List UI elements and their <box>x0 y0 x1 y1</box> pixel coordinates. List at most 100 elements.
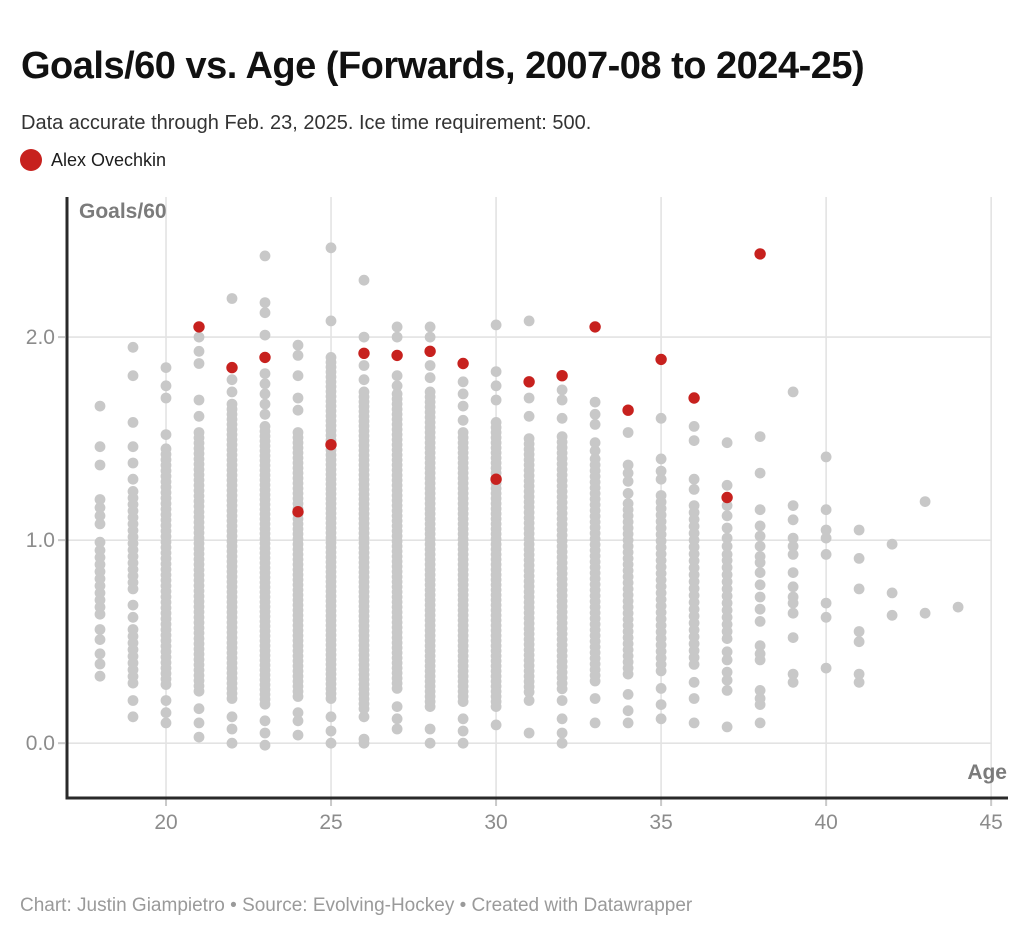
background-point[interactable] <box>853 583 865 595</box>
background-point[interactable] <box>919 496 931 507</box>
background-point[interactable] <box>721 437 733 449</box>
background-point[interactable] <box>259 368 271 379</box>
background-point[interactable] <box>952 601 964 613</box>
background-point[interactable] <box>160 429 172 440</box>
background-point[interactable] <box>193 394 205 406</box>
background-point[interactable] <box>688 484 700 495</box>
background-point[interactable] <box>523 695 535 706</box>
background-point[interactable] <box>655 699 667 710</box>
background-point[interactable] <box>490 319 502 331</box>
background-point[interactable] <box>457 414 469 426</box>
background-point[interactable] <box>391 380 403 392</box>
background-point[interactable] <box>787 567 799 578</box>
background-point[interactable] <box>325 737 337 749</box>
background-point[interactable] <box>820 611 832 623</box>
background-point[interactable] <box>259 297 271 308</box>
background-point[interactable] <box>358 711 370 723</box>
background-point[interactable] <box>127 473 139 485</box>
background-point[interactable] <box>259 388 271 400</box>
background-point[interactable] <box>292 715 304 727</box>
background-point[interactable] <box>127 611 139 623</box>
background-point[interactable] <box>523 686 535 698</box>
background-point[interactable] <box>787 632 799 643</box>
background-point[interactable] <box>127 677 139 689</box>
background-point[interactable] <box>226 374 238 386</box>
background-point[interactable] <box>325 693 337 704</box>
background-point[interactable] <box>94 441 106 453</box>
ovechkin-point[interactable] <box>193 321 205 333</box>
background-point[interactable] <box>127 599 139 611</box>
background-point[interactable] <box>259 250 271 262</box>
ovechkin-point[interactable] <box>622 404 634 416</box>
background-point[interactable] <box>556 394 568 406</box>
background-point[interactable] <box>688 676 700 688</box>
background-point[interactable] <box>754 603 766 615</box>
background-point[interactable] <box>457 725 469 737</box>
background-point[interactable] <box>754 579 766 591</box>
background-point[interactable] <box>853 636 865 648</box>
background-point[interactable] <box>622 459 634 471</box>
background-point[interactable] <box>589 717 601 729</box>
background-point[interactable] <box>556 683 568 695</box>
background-point[interactable] <box>292 707 304 719</box>
background-point[interactable] <box>721 674 733 686</box>
ovechkin-point[interactable] <box>490 473 502 485</box>
background-point[interactable] <box>259 715 271 727</box>
background-point[interactable] <box>688 473 700 485</box>
background-point[interactable] <box>358 360 370 371</box>
background-point[interactable] <box>193 685 205 697</box>
background-point[interactable] <box>721 633 733 644</box>
background-point[interactable] <box>655 473 667 485</box>
background-point[interactable] <box>193 331 205 343</box>
background-point[interactable] <box>754 567 766 578</box>
background-point[interactable] <box>622 668 634 680</box>
background-point[interactable] <box>589 408 601 420</box>
background-point[interactable] <box>424 331 436 343</box>
background-point[interactable] <box>325 711 337 723</box>
background-point[interactable] <box>754 467 766 479</box>
background-point[interactable] <box>688 421 700 432</box>
ovechkin-point[interactable] <box>655 353 667 366</box>
background-point[interactable] <box>160 380 172 392</box>
background-point[interactable] <box>325 725 337 737</box>
background-point[interactable] <box>688 717 700 729</box>
background-point[interactable] <box>820 549 832 560</box>
background-point[interactable] <box>457 696 469 707</box>
background-point[interactable] <box>754 530 766 542</box>
background-point[interactable] <box>424 360 436 371</box>
background-point[interactable] <box>292 404 304 416</box>
background-point[interactable] <box>721 510 733 522</box>
background-point[interactable] <box>721 522 733 534</box>
background-point[interactable] <box>127 441 139 453</box>
background-point[interactable] <box>358 274 370 286</box>
background-point[interactable] <box>160 392 172 404</box>
background-point[interactable] <box>820 532 832 544</box>
background-point[interactable] <box>457 388 469 400</box>
background-point[interactable] <box>259 329 271 341</box>
background-point[interactable] <box>127 711 139 723</box>
background-point[interactable] <box>523 392 535 404</box>
background-point[interactable] <box>688 435 700 446</box>
background-point[interactable] <box>226 293 238 304</box>
background-point[interactable] <box>523 315 535 327</box>
background-point[interactable] <box>787 668 799 680</box>
background-point[interactable] <box>160 362 172 373</box>
background-point[interactable] <box>259 408 271 420</box>
background-point[interactable] <box>556 384 568 396</box>
background-point[interactable] <box>259 739 271 751</box>
background-point[interactable] <box>820 451 832 463</box>
background-point[interactable] <box>787 514 799 526</box>
background-point[interactable] <box>226 693 238 704</box>
background-point[interactable] <box>820 662 832 674</box>
background-point[interactable] <box>391 321 403 333</box>
background-point[interactable] <box>292 350 304 361</box>
background-point[interactable] <box>391 370 403 382</box>
background-point[interactable] <box>94 400 106 412</box>
background-point[interactable] <box>391 701 403 712</box>
background-point[interactable] <box>622 488 634 499</box>
background-point[interactable] <box>754 640 766 652</box>
background-point[interactable] <box>589 445 601 457</box>
background-point[interactable] <box>820 597 832 609</box>
background-point[interactable] <box>391 331 403 343</box>
ovechkin-point[interactable] <box>721 491 733 504</box>
